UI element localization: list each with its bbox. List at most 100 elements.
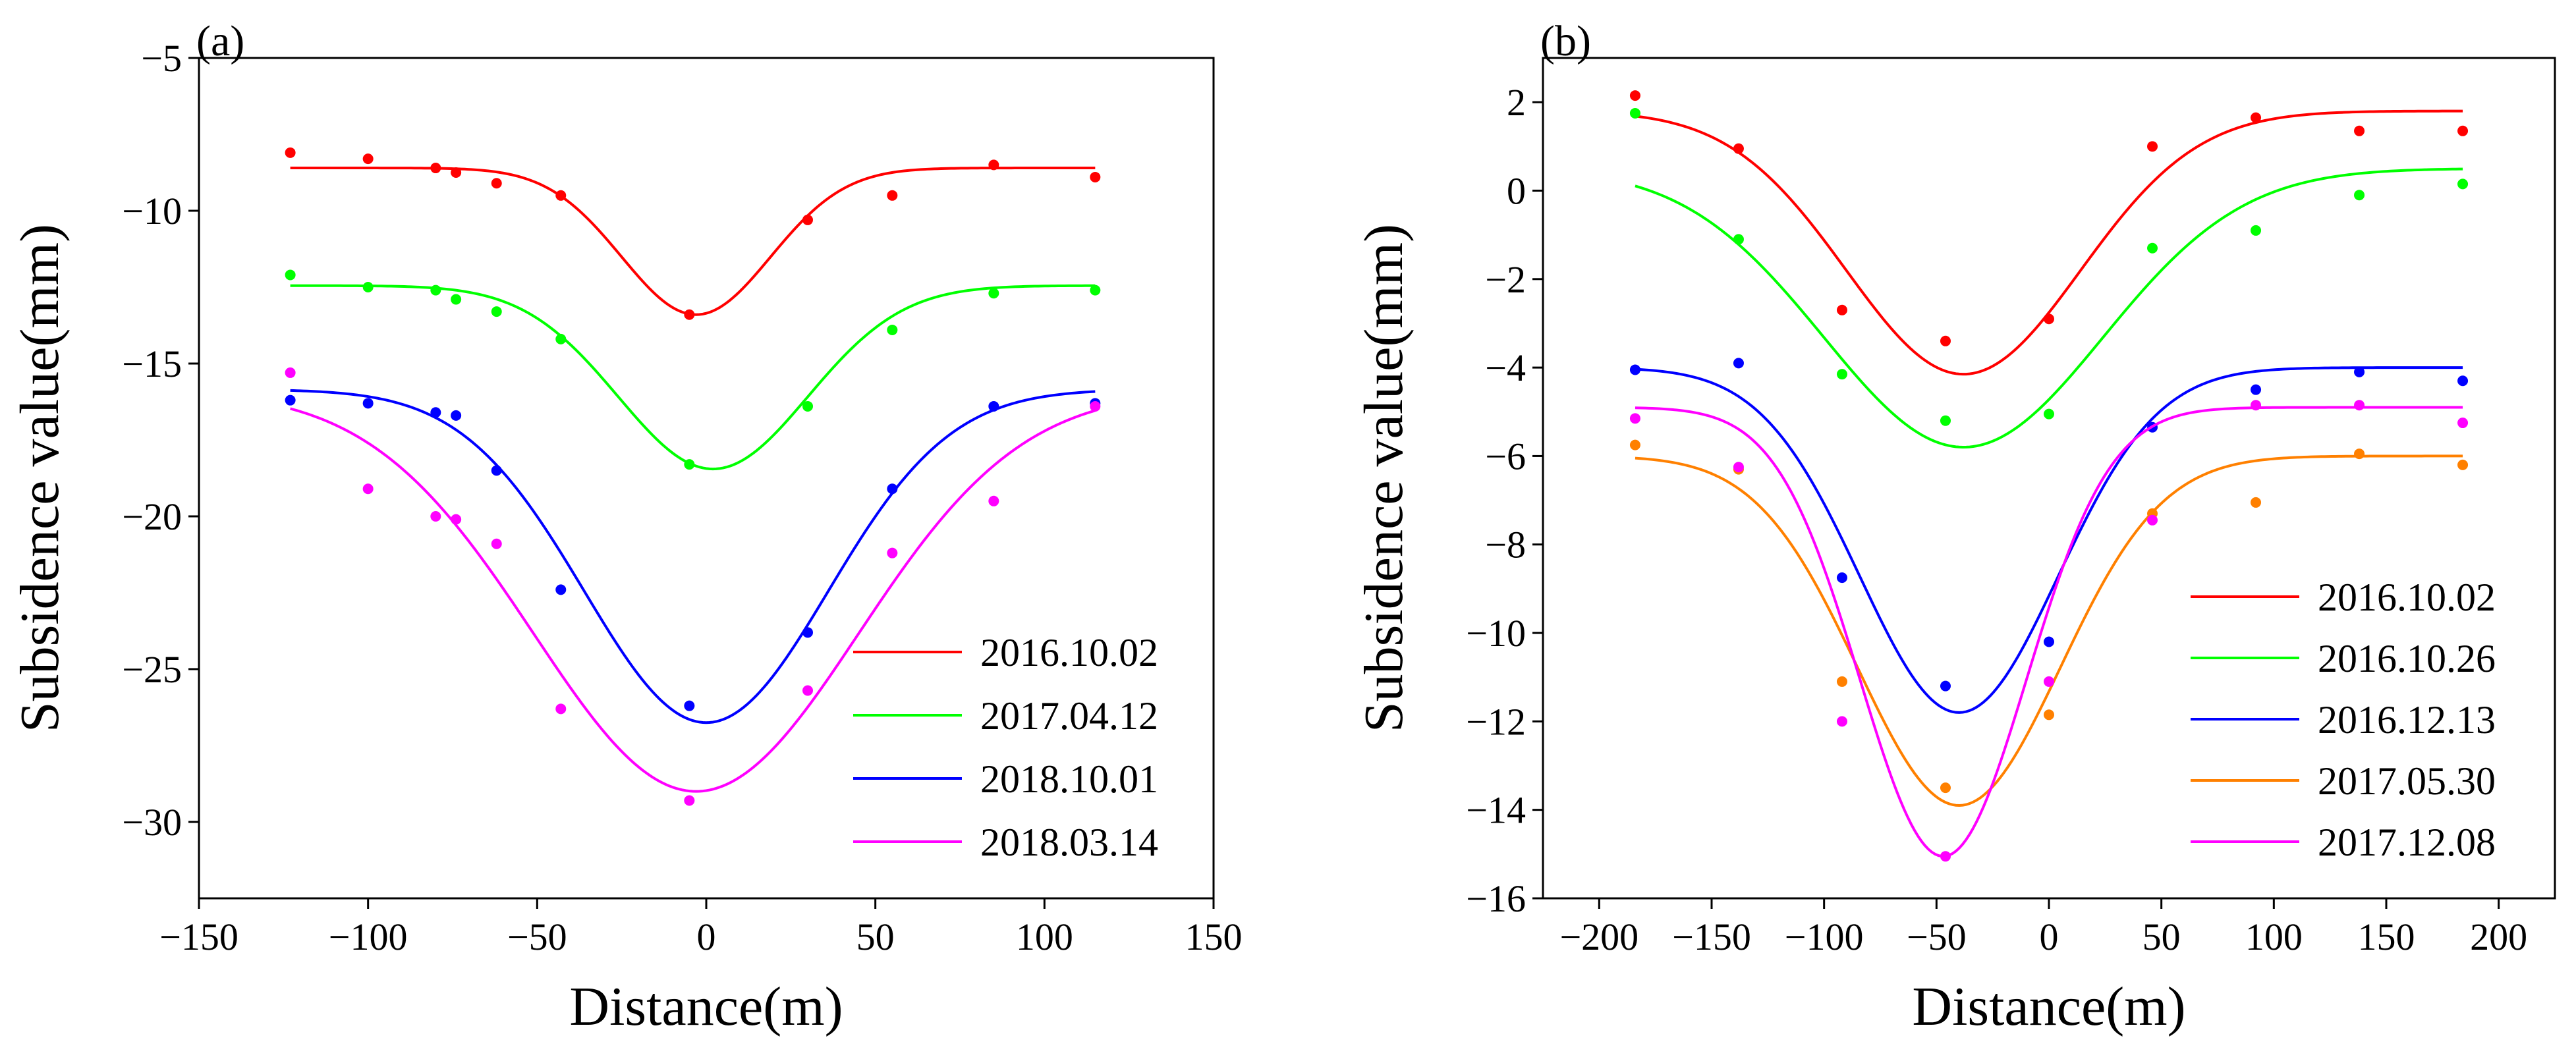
data-point [451,167,462,178]
data-point [285,147,296,158]
data-point [684,309,695,320]
data-point [285,394,296,406]
data-point [1733,358,1744,369]
data-point [2251,225,2262,236]
data-point [1629,90,1640,101]
data-point [451,410,462,421]
data-point [1836,304,1847,315]
data-point [988,288,999,299]
legend-label: 2016.10.26 [2318,637,2496,680]
x-tick-label: −150 [159,915,238,958]
data-point [2457,375,2469,387]
data-point [451,514,462,525]
data-point [2044,636,2054,647]
y-tick-label: −12 [1466,700,1526,743]
data-point [430,163,441,174]
data-point [1733,462,1744,473]
data-point [555,703,567,715]
data-point [887,483,898,495]
x-tick-label: 50 [856,915,895,958]
y-axis-title: Subsidence value(mm) [1353,224,1414,732]
series-fit-line-4 [290,407,1096,793]
series-fit-line-5 [1635,406,2463,858]
x-tick-label: 100 [2245,915,2303,958]
y-tick-label: 2 [1507,81,1526,124]
data-point [1940,851,1951,862]
data-point [1733,234,1744,245]
y-tick-label: −4 [1485,346,1526,389]
data-point [1629,413,1640,424]
panel-a: −150 −100 −50 0 50 100 150 −5 −10 −15 −20 −25 −30 Dis… [9,17,1243,1037]
data-point [2457,459,2469,470]
data-point [684,459,695,470]
data-point [491,465,502,476]
data-point [684,795,695,806]
legend-label: 2017.05.30 [2318,759,2496,803]
x-tick-label: −100 [1785,915,1864,958]
data-point [2044,313,2054,325]
data-point [2354,400,2365,411]
y-tick-label: −6 [1485,435,1526,477]
data-point [2457,178,2469,190]
y-tick-label: −16 [1466,877,1526,920]
data-point [2147,514,2158,526]
data-point [1090,171,1101,182]
data-point [988,159,999,171]
data-point [2147,242,2158,254]
data-point [2354,125,2365,136]
y-axis-title: Subsidence value(mm) [9,224,70,732]
data-point [362,153,374,165]
data-point [285,367,296,378]
data-point [1940,335,1951,346]
y-tick-label: −15 [122,342,182,385]
data-point [1940,782,1951,794]
x-tick-label: 200 [2470,915,2527,958]
data-point [451,294,462,305]
y-tick-label: −10 [1466,612,1526,655]
data-point [1629,439,1640,450]
data-point [555,190,567,201]
data-point [2354,366,2365,377]
data-point [430,407,441,418]
legend-label: 2017.12.08 [2318,821,2496,864]
legend-label: 2018.03.14 [980,821,1158,864]
data-point [491,178,502,189]
data-point [2251,112,2262,123]
series-fit-line-4 [1635,454,2463,807]
data-point [684,700,695,711]
data-point [285,269,296,281]
data-point [802,627,813,638]
series-fit-line-3 [1635,366,2463,714]
y-tick-label: −25 [122,648,182,691]
y-tick-label: −10 [122,190,182,232]
legend-label: 2017.04.12 [980,694,1158,738]
series-fit-line-1 [1635,109,2463,376]
data-point [2044,408,2054,420]
legend-label: 2018.10.01 [980,757,1158,801]
data-point [491,306,502,317]
y-tick-label: −20 [122,495,182,538]
data-point [2354,449,2365,460]
data-point [1836,716,1847,727]
data-point [988,400,999,412]
x-tick-label: 100 [1016,915,1073,958]
x-tick-label: −150 [1672,915,1751,958]
y-tick-label: −2 [1485,258,1526,301]
data-point [1836,676,1847,687]
y-tick-label: −30 [122,801,182,844]
x-tick-label: 0 [697,915,716,958]
panel-label: (a) [196,17,244,65]
panel-label: (b) [1540,17,1591,65]
series-fit-line-3 [290,389,1096,724]
x-tick-label: 50 [2142,915,2181,958]
data-point [2457,418,2469,429]
x-axis-title: Distance(m) [569,976,843,1037]
data-point [2354,190,2365,201]
legend-label: 2016.10.02 [2318,576,2496,619]
series-fit-line-2 [1635,167,2463,449]
data-point [802,400,813,412]
x-tick-label: −100 [329,915,408,958]
data-point [2044,709,2054,721]
data-point [2251,384,2262,395]
data-point [1836,572,1847,584]
